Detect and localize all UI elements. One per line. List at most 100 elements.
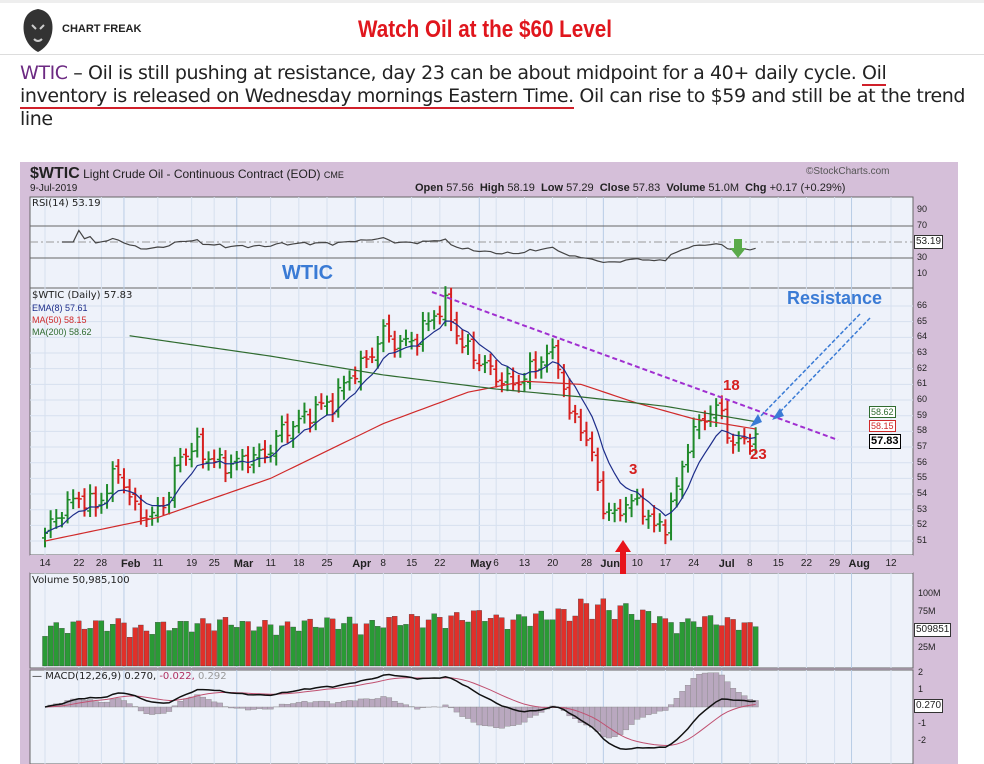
volume-bar (290, 626, 296, 667)
wtic-annotation: WTIC (282, 262, 334, 284)
macd-histogram-bar (278, 703, 285, 708)
volume-bar (76, 620, 82, 667)
macd-histogram-bar (199, 696, 206, 708)
price-tick: 55 (917, 472, 928, 483)
volume-bar (527, 625, 533, 667)
day3-annotation: 3 (629, 461, 638, 478)
date-tick: May (470, 558, 492, 570)
date-tick: Aug (848, 558, 870, 570)
date-tick: 19 (186, 558, 198, 569)
volume-bar (313, 626, 319, 667)
red-up-arrow-icon (615, 540, 631, 574)
volume-bar (634, 619, 640, 667)
resistance-arrow (776, 317, 871, 416)
volume-bar (104, 630, 110, 667)
volume-bar (510, 619, 516, 667)
macd-histogram-bar (149, 706, 156, 715)
macd-histogram-bar (493, 706, 500, 728)
resistance-arrow (754, 313, 861, 423)
volume-bar (442, 628, 449, 667)
date-tick: 22 (800, 558, 813, 569)
volume-bar (736, 629, 742, 667)
volume-bar (414, 616, 420, 667)
lion-logo-icon[interactable] (20, 7, 56, 53)
macd-histogram-bar (397, 702, 404, 708)
macd-histogram-bar (470, 706, 477, 723)
macd-histogram-bar (216, 702, 223, 708)
volume-bar (657, 616, 663, 667)
volume-bar (724, 617, 731, 667)
volume-bar (696, 626, 702, 667)
volume-bar (561, 609, 567, 667)
volume-bar (188, 631, 195, 667)
macd-histogram-bar (245, 706, 252, 711)
macd-histogram-bar (177, 701, 184, 708)
date-tick: 13 (518, 558, 531, 569)
rsi-tick: 70 (917, 220, 928, 230)
volume-bar (222, 617, 229, 667)
date-tick: 20 (547, 558, 559, 569)
logo-text[interactable]: CHART FREAK (62, 23, 142, 35)
volume-bar (363, 623, 370, 667)
volume-bar (611, 619, 618, 667)
volume-bar (493, 614, 499, 667)
volume-bar (155, 622, 161, 667)
volume-bar (516, 614, 522, 667)
high-value: 58.19 (507, 182, 535, 194)
ma50-legend: MA(50) 58.15 (32, 315, 87, 325)
macd-histogram-bar (109, 698, 116, 708)
volume-bar (640, 609, 646, 667)
macd-histogram-bar (521, 706, 528, 723)
price-tick: 60 (917, 394, 928, 405)
volume-bar (251, 630, 257, 667)
volume-bar (623, 603, 629, 667)
volume-bar (741, 622, 748, 667)
volume-bar (448, 615, 454, 667)
macd-tag: 0.270 (914, 699, 944, 713)
macd-histogram-bar (622, 706, 629, 731)
volume-bar (521, 616, 528, 667)
macd-histogram-bar (448, 706, 455, 709)
price-tick: 66 (917, 300, 928, 310)
volume-bar (267, 624, 274, 667)
price-tick: 65 (917, 315, 928, 326)
ema8-legend: EMA(8) 57.61 (32, 303, 88, 313)
arrowhead-icon (772, 408, 784, 420)
chg-value: +0.17 (+0.29%) (769, 182, 846, 194)
macd-histogram-bar (363, 698, 370, 708)
volume-bar (47, 625, 54, 667)
date-tick: Mar (233, 558, 254, 570)
macd-signal-line (44, 677, 756, 747)
macd-value: 0.270, (124, 671, 157, 682)
open-label: Open (415, 182, 444, 194)
macd-histogram-bar (701, 672, 708, 708)
macd-histogram-bar (724, 681, 731, 708)
rsi-tick: 10 (917, 268, 928, 278)
macd-histogram-bar (651, 706, 658, 714)
volume-bar (211, 630, 217, 667)
macd-line (44, 673, 756, 750)
volume-bar (583, 603, 590, 667)
volume-bar (42, 636, 48, 667)
macd-histogram-bar (487, 706, 494, 727)
volume-bar (651, 623, 657, 667)
macd-histogram-bar (679, 691, 686, 708)
macd-histogram-bar (662, 706, 669, 711)
date-tick: 12 (885, 558, 897, 569)
price-tick: 51 (917, 535, 928, 546)
macd-histogram-bar (386, 697, 393, 708)
macd-histogram-bar (160, 706, 167, 714)
volume-bar (115, 618, 121, 667)
macd-histogram-bar (301, 700, 308, 708)
volume-bar (668, 622, 674, 667)
volume-bar (143, 630, 150, 667)
volume-bar (194, 623, 200, 667)
macd-histogram-bar (419, 706, 426, 708)
date-tick: Jun (600, 558, 620, 570)
macd-histogram-bar (318, 700, 325, 708)
volume-bar (87, 628, 93, 667)
date-tick: Jul (718, 558, 735, 570)
volume-bar (403, 624, 409, 667)
macd-hist: 0.292 (197, 671, 227, 682)
macd-histogram-bar (402, 704, 409, 708)
